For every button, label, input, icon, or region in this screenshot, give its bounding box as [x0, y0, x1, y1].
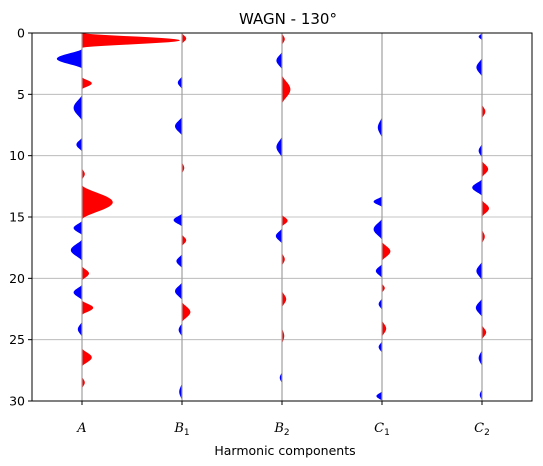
negative-lobe — [70, 239, 82, 262]
positive-lobe — [82, 185, 113, 220]
negative-lobe — [175, 116, 182, 137]
positive-lobe — [382, 283, 385, 294]
positive-lobe — [82, 348, 92, 367]
positive-lobe — [82, 266, 89, 281]
positive-lobe — [82, 33, 180, 48]
negative-lobe — [173, 213, 182, 227]
positive-lobe — [82, 167, 85, 181]
y-tick-label: 15 — [9, 210, 25, 225]
negative-lobe — [373, 196, 382, 208]
negative-lobe — [472, 178, 482, 197]
negative-lobe — [73, 94, 82, 122]
negative-lobe — [177, 75, 182, 90]
positive-lobe — [282, 74, 291, 105]
category-subscript: 1 — [184, 428, 190, 438]
series-4 — [373, 33, 391, 401]
series-3 — [275, 33, 291, 401]
negative-lobe — [478, 33, 482, 41]
positive-lobe — [482, 199, 489, 217]
category-main: B — [273, 421, 284, 436]
positive-lobe — [282, 252, 285, 267]
x-axis: A B1 B2 C1 C2 — [76, 401, 490, 438]
x-tick-label: C2 — [474, 421, 490, 438]
positive-lobe — [282, 290, 287, 308]
positive-lobe — [182, 301, 191, 323]
negative-lobe — [376, 391, 382, 401]
x-tick-label: B1 — [173, 421, 189, 438]
positive-lobe — [482, 229, 485, 244]
negative-lobe — [176, 253, 182, 269]
category-main: C — [374, 421, 384, 436]
category-main: A — [76, 421, 86, 436]
negative-lobe — [475, 297, 482, 318]
series-5 — [472, 33, 489, 401]
y-tick-label: 20 — [9, 271, 25, 286]
positive-lobe — [482, 160, 489, 178]
positive-lobe — [482, 324, 487, 340]
negative-lobe — [73, 220, 82, 236]
category-subscript: 1 — [384, 428, 390, 438]
y-tick-label: 0 — [17, 26, 25, 41]
category-subscript: 2 — [284, 428, 290, 438]
x-tick-label: A — [76, 421, 86, 436]
negative-lobe — [175, 282, 182, 301]
negative-lobe — [275, 228, 282, 244]
category-main: B — [173, 421, 184, 436]
negative-lobe — [378, 340, 382, 354]
category-main: C — [474, 421, 484, 436]
positive-lobe — [282, 214, 288, 227]
category-subscript: 2 — [484, 428, 490, 438]
negative-lobe — [179, 382, 182, 401]
y-tick-label: 25 — [9, 332, 25, 347]
negative-lobe — [375, 263, 382, 279]
negative-lobe — [77, 321, 82, 338]
chart-title: WAGN - 130° — [239, 10, 337, 28]
y-tick-label: 10 — [9, 148, 25, 163]
negative-lobe — [56, 48, 82, 69]
series-1 — [56, 33, 180, 401]
positive-lobe — [382, 241, 391, 262]
positive-lobe — [282, 33, 285, 46]
positive-lobe — [82, 77, 92, 90]
negative-lobe — [373, 218, 382, 241]
negative-lobe — [76, 137, 82, 152]
x-tick-label: B2 — [273, 421, 289, 438]
negative-lobe — [276, 136, 282, 159]
positive-lobe — [482, 104, 486, 119]
x-tick-label: C1 — [374, 421, 390, 438]
y-tick-label: 5 — [17, 87, 25, 102]
positive-lobe — [82, 300, 94, 316]
negative-lobe — [476, 261, 482, 281]
y-tick-label: 30 — [9, 394, 25, 409]
negative-lobe — [377, 116, 382, 139]
positive-lobe — [182, 33, 187, 45]
negative-lobe — [276, 51, 282, 70]
y-axis: 0 5 10 15 20 25 30 — [9, 26, 32, 409]
x-axis-label: Harmonic components — [214, 443, 355, 458]
negative-lobe — [73, 284, 82, 301]
negative-lobe — [178, 322, 182, 338]
positive-lobe — [82, 376, 85, 389]
negative-lobe — [378, 297, 382, 311]
positive-lobe — [382, 320, 387, 338]
series-2 — [173, 33, 191, 401]
series-layer — [56, 33, 489, 401]
positive-lobe — [182, 234, 187, 247]
negative-lobe — [478, 349, 482, 367]
negative-lobe — [478, 143, 482, 159]
negative-lobe — [476, 57, 482, 78]
